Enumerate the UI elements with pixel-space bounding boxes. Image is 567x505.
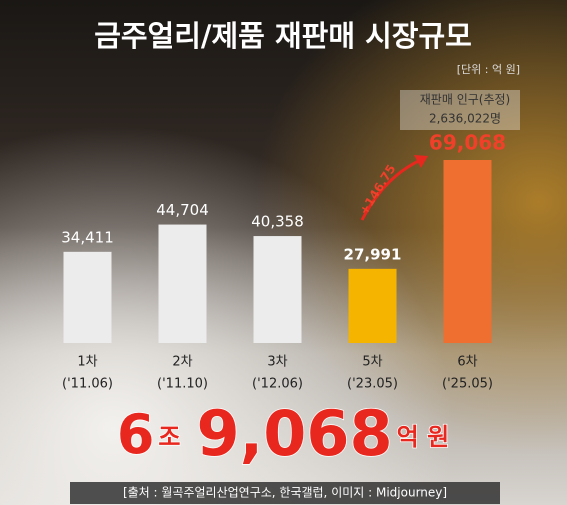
population-value: 2,636,022명 (429, 112, 501, 126)
bar (63, 251, 112, 343)
bar (158, 224, 207, 343)
value-label: 69,068 (429, 131, 506, 155)
x-tick-period: ('12.06) (252, 377, 303, 392)
x-tick-label: 3차 (267, 355, 287, 370)
headline-trillion: 6 (117, 403, 155, 466)
x-tick-period: ('11.06) (62, 377, 113, 392)
value-label: 40,358 (251, 213, 304, 231)
value-label: 27,991 (344, 245, 402, 263)
source: [출처 : 월곡주얼리산업연구소, 한국갤럽, 이미지 : Midjourney… (123, 486, 447, 500)
x-tick-label: 6차 (457, 355, 477, 370)
population-title: 재판매 인구(추정) (420, 93, 510, 107)
value-label: 44,704 (156, 201, 209, 219)
value-label: 34,411 (61, 228, 114, 246)
source-box (70, 482, 500, 504)
bar (253, 236, 302, 343)
x-tick-label: 5차 (362, 355, 382, 370)
headline: 6 조 9,068 억 원 (117, 397, 449, 470)
x-tick-label: 2차 (172, 355, 192, 370)
headline-billion: 9,068 (197, 397, 393, 470)
population-box (400, 90, 520, 130)
headline-billion-unit: 억 원 (397, 423, 450, 451)
growth-arrow-head (414, 155, 428, 168)
unit-note: [단위 : 억 원] (457, 63, 520, 76)
chart-title: 금주얼리/제품 재판매 시장규모 (94, 19, 472, 53)
x-tick-period: ('11.10) (157, 377, 208, 392)
bar (443, 160, 492, 343)
growth-arrow (360, 156, 426, 221)
x-tick-label: 1차 (77, 355, 97, 370)
x-tick-period: ('25.05) (442, 377, 493, 392)
headline-trillion-unit: 조 (158, 423, 180, 451)
bar (348, 268, 397, 343)
x-tick-period: ('23.05) (347, 377, 398, 392)
